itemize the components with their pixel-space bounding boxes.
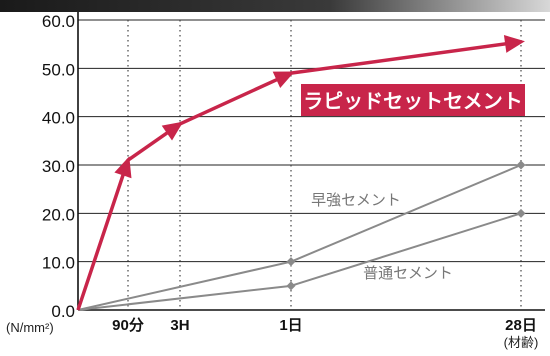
y-tick-label: 50.0: [42, 60, 75, 79]
x-tick-label: 90分: [112, 317, 144, 334]
y-tick-label: 20.0: [42, 205, 75, 224]
y-axis-unit-label: (N/mm²): [6, 320, 54, 335]
data-point-arrow: [161, 121, 184, 141]
data-point-diamond: [286, 257, 296, 267]
x-tick-label: 1日: [279, 317, 302, 334]
y-tick-label: 0.0: [51, 302, 75, 321]
data-point-arrow: [272, 71, 295, 89]
series-line: [77, 164, 522, 311]
series-label: 普通セメント: [363, 265, 453, 282]
series-line-rapidset: [76, 40, 522, 311]
series-label-rapidset: ラピッドセットセメント: [303, 90, 523, 113]
data-point-arrow: [503, 34, 525, 53]
y-tick-label: 10.0: [42, 254, 75, 273]
x-axis-label: (材齢): [504, 335, 539, 350]
x-tick-label: 28日: [505, 317, 537, 334]
data-point-diamond: [516, 160, 526, 170]
x-tick-label: 3H: [170, 317, 189, 334]
y-tick-label: 30.0: [42, 157, 75, 176]
data-point-diamond: [516, 208, 526, 218]
y-tick-label: 40.0: [42, 109, 75, 128]
series-label-box: [301, 84, 525, 116]
header-bar: [0, 0, 550, 12]
y-tick-label: 60.0: [42, 12, 75, 31]
data-point-arrow: [114, 156, 132, 179]
series-label: 早強セメント: [311, 192, 401, 209]
data-point-diamond: [286, 281, 296, 291]
